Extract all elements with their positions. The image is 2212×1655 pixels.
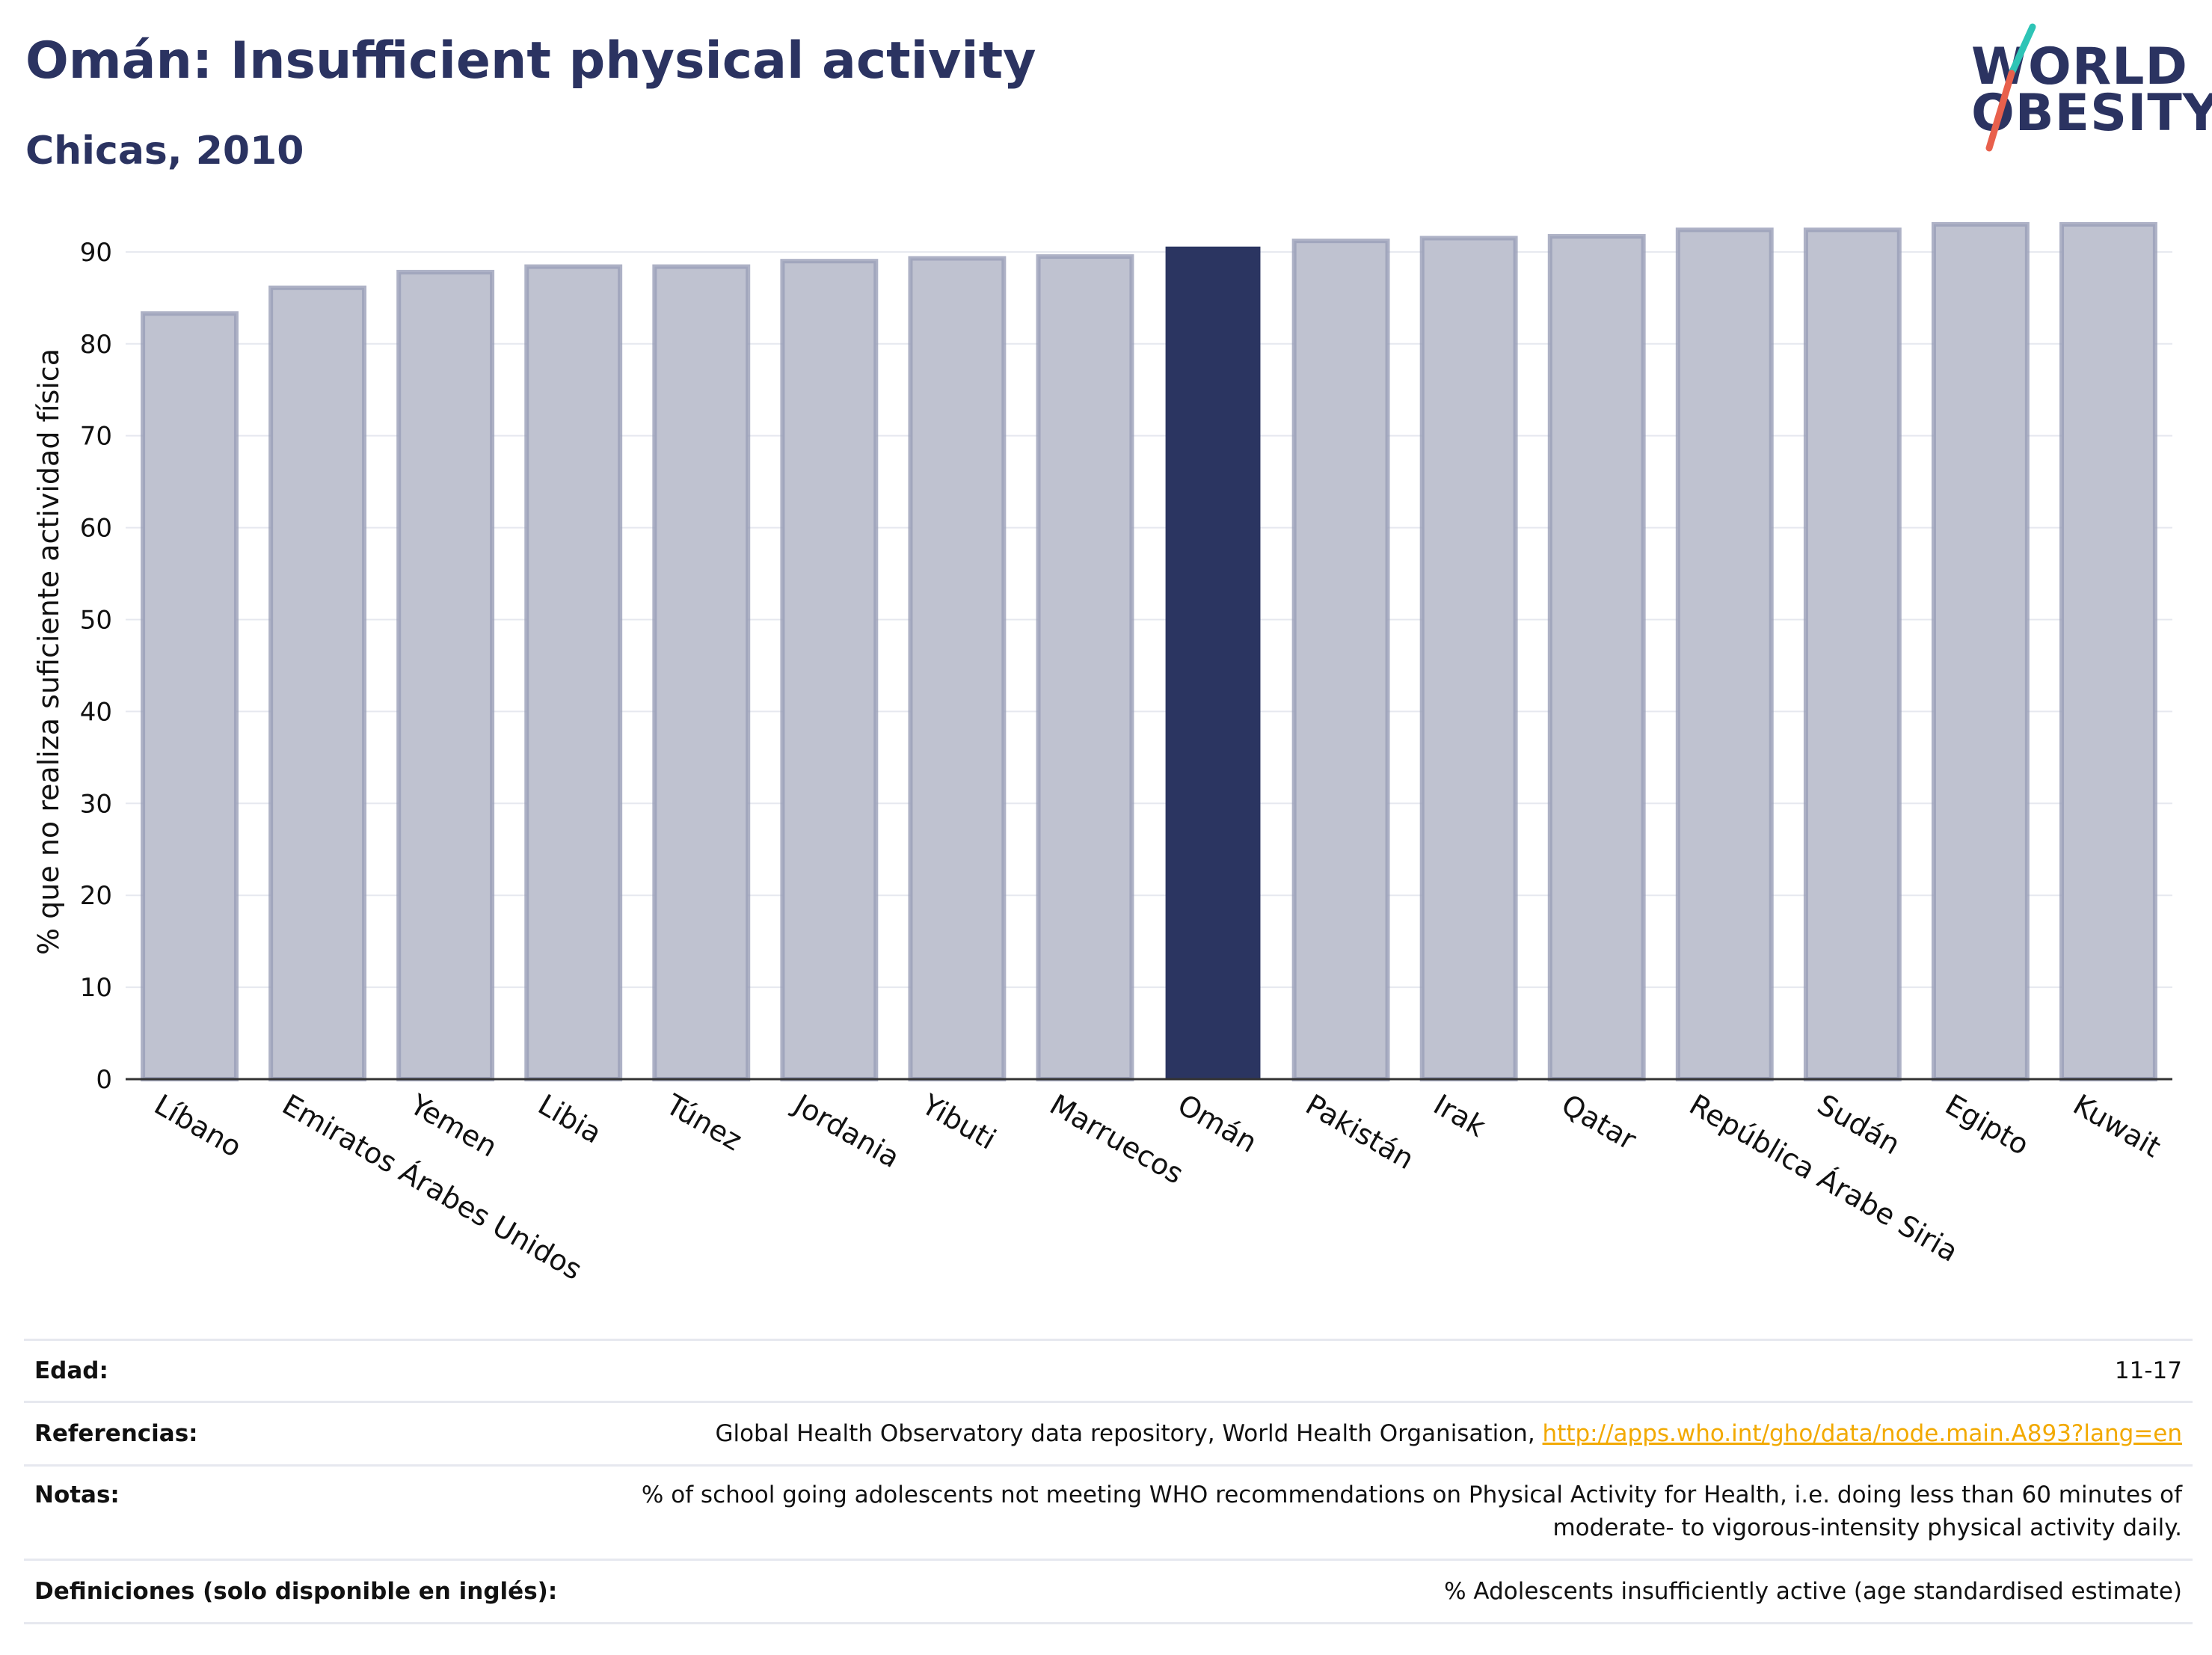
meta-label-edad: Edad: [34,1357,108,1384]
bar [1803,227,1902,1082]
bar [780,259,879,1082]
meta-row-referencias: Referencias: Global Health Observatory d… [24,1401,2193,1464]
x-tick-label: Jordania [787,1087,906,1174]
y-tick-label: 20 [80,881,112,911]
y-tick-label: 50 [80,605,112,635]
bar [1291,239,1390,1082]
meta-label-notas: Notas: [34,1481,120,1508]
x-tick-label: Yemen [404,1087,503,1164]
bar [652,264,751,1081]
y-tick-label: 80 [80,330,112,360]
bar-chart: 0 10 20 30 40 50 60 70 80 90 % que no realiza sufi… [32,222,2172,1286]
meta-label-referencias: Referencias: [34,1420,198,1447]
bar [908,256,1007,1081]
meta-label-definiciones: Definiciones (solo disponible en inglés)… [34,1578,558,1605]
x-tick-label: Líbano [149,1088,248,1164]
bar [1931,222,2030,1081]
x-tick-label: Marruecos [1044,1088,1189,1191]
reference-text: Global Health Observatory data repositor… [715,1420,1543,1447]
logo-text-obesity: OBESITY [1971,84,2212,143]
x-tick-label: Qatar [1556,1088,1642,1157]
y-tick-label: 40 [80,697,112,727]
y-tick-label: 70 [80,422,112,452]
world-obesity-logo: WORLD OBESITY [1952,21,2212,156]
chart-title: Omán: Insufficient physical activity [25,31,1036,90]
meta-value-definiciones: % Adolescents insufficiently active (age… [1444,1578,2182,1605]
x-tick-label: Sudán [1812,1088,1906,1161]
bar [268,285,367,1081]
chart-subtitle: Chicas, 2010 [25,129,304,174]
bar [524,264,623,1081]
y-tick-label: 10 [80,973,112,1003]
y-tick-label: 60 [80,514,112,544]
x-tick-label: Omán [1173,1088,1263,1159]
meta-value-notas: % of school going adolescents not meetin… [641,1481,2182,1541]
x-tick-label: Pakistán [1300,1088,1420,1176]
bar [1675,227,1774,1082]
x-tick-label: Egipto [1940,1088,2035,1162]
logo-slash-icon [1985,23,2036,152]
y-axis-label: % que no realiza suficiente actividad fí… [32,348,65,955]
x-tick-label: Kuwait [2068,1088,2166,1164]
meta-row-definiciones: Definiciones (solo disponible en inglés)… [24,1559,2193,1624]
bar [141,311,239,1081]
x-tick-label: Libia [532,1088,607,1150]
reference-link[interactable]: http://apps.who.int/gho/data/node.main.A… [1542,1420,2182,1447]
x-tick-label: Túnez [660,1087,747,1157]
meta-row-edad: Edad: 11-17 [24,1339,2193,1401]
y-tick-label: 90 [80,238,112,268]
bar [1419,236,1518,1082]
meta-row-notas: Notas: % of school going adolescents not… [24,1464,2193,1559]
y-tick-label: 30 [80,789,112,819]
bar [1036,254,1134,1082]
bar-highlight [1165,246,1261,1080]
bar [2059,222,2157,1081]
meta-value-edad: 11-17 [2114,1357,2182,1384]
metadata-table: Edad: 11-17 Referencias: Global Health O… [24,1339,2193,1624]
bar [1547,233,1646,1082]
bar [396,269,495,1082]
y-tick-label: 0 [96,1065,112,1095]
x-tick-label: Yibuti [916,1087,1002,1156]
meta-value-referencias: Global Health Observatory data repositor… [715,1417,2193,1450]
x-tick-label: Irak [1428,1088,1491,1143]
